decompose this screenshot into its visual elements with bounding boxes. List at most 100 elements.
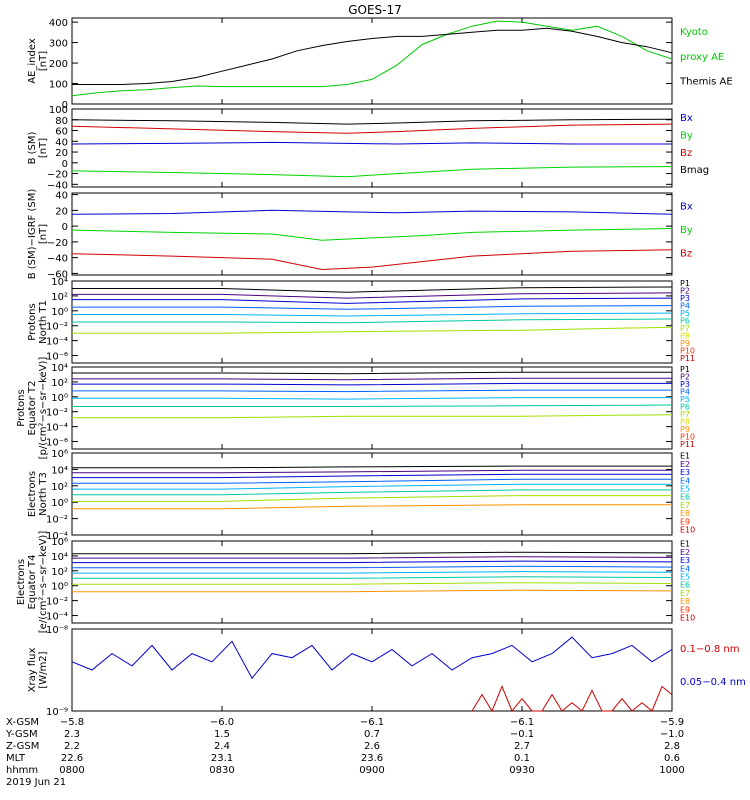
x-row-value: 2.8 xyxy=(664,741,680,752)
x-row-label: MLT xyxy=(6,753,26,764)
legend-entry: Bz xyxy=(680,248,692,259)
series-line-P3 xyxy=(72,297,673,304)
y-tick-label: 10⁴ xyxy=(51,465,68,476)
legend-entry: E5 xyxy=(680,573,690,582)
series-line-Bz xyxy=(71,249,673,271)
legend-entry: P5 xyxy=(680,395,690,404)
x-row-value: −5.8 xyxy=(60,717,84,728)
x-row-value: 2.4 xyxy=(214,741,230,752)
y-tick-label: 10⁴ xyxy=(51,363,68,374)
legend-entry: Bmag xyxy=(680,165,709,176)
x-row-value: 2.3 xyxy=(64,729,80,740)
x-row-value: 0930 xyxy=(509,765,534,776)
y-axis-label: [p/(cm²−s−sr−keV)] xyxy=(38,357,49,460)
legend-entry: P3 xyxy=(680,294,690,303)
y-axis-label: Electrons xyxy=(27,471,38,517)
x-row-value: 0.1 xyxy=(514,753,530,764)
y-axis-label: [W/m2] xyxy=(38,651,49,688)
legend-entry: E3 xyxy=(680,468,690,477)
legend-entry: Kyoto xyxy=(680,27,708,38)
x-row-label: Z-GSM xyxy=(6,741,39,752)
x-row-value: −6.1 xyxy=(510,717,534,728)
series-line-E2 xyxy=(72,556,673,559)
series-line-Bx xyxy=(71,141,672,145)
legend-entry: P1 xyxy=(680,365,690,374)
x-row-label: Y-GSM xyxy=(5,729,38,740)
y-tick-label: 40 xyxy=(55,191,68,202)
series-line-P5 xyxy=(72,397,672,400)
y-tick-label: 200 xyxy=(49,59,68,70)
legend-entry: E1 xyxy=(680,452,690,461)
series-line-P6 xyxy=(72,404,673,407)
y-axis-label: AE_index xyxy=(27,38,38,84)
legend-entry: P10 xyxy=(680,432,695,441)
y-axis-label: North T1 xyxy=(38,300,49,344)
panel-frame xyxy=(71,628,673,712)
legend-entry: E5 xyxy=(680,485,690,494)
legend-entry: 0.05−0.4 nm xyxy=(680,677,746,688)
series-line-E6 xyxy=(72,489,672,496)
y-tick-label: −60 xyxy=(47,269,68,280)
y-tick-label: 0 xyxy=(62,159,68,170)
y-tick-label: 400 xyxy=(49,18,68,29)
panel-frame xyxy=(71,17,673,105)
y-axis-label: [e/(cm²−s−sr−keV)] xyxy=(38,531,49,634)
legend-entry: P2 xyxy=(680,373,690,382)
legend-entry: P4 xyxy=(680,388,690,397)
x-row-value: 0.6 xyxy=(664,753,680,764)
y-tick-label: 10² xyxy=(51,482,68,493)
y-tick-label: −20 xyxy=(47,170,68,181)
series-line-By xyxy=(71,228,673,241)
legend-entry: E9 xyxy=(680,605,690,614)
series-line-E5 xyxy=(72,483,672,490)
legend-entry: P8 xyxy=(680,417,690,426)
series-line-E1 xyxy=(72,551,673,555)
series-line-0-1-0-8-nm xyxy=(471,685,673,713)
y-tick-label: 10⁴ xyxy=(51,277,68,288)
x-row-label: X-GSM xyxy=(6,717,39,728)
series-line-P4 xyxy=(72,389,672,393)
legend-entry: P5 xyxy=(680,309,690,318)
series-line-E3 xyxy=(72,560,673,564)
y-axis-label: Equator T2 xyxy=(27,381,38,436)
legend-entry: proxy AE xyxy=(680,52,724,63)
y-axis-label: B (SM)−IGRF (SM) xyxy=(27,189,38,280)
series-line-E2 xyxy=(72,469,672,474)
series-line-Themis-AE xyxy=(72,27,673,85)
y-tick-label: 10² xyxy=(51,567,68,578)
legend-entry: P8 xyxy=(680,331,690,340)
x-row-value: 1.5 xyxy=(214,729,230,740)
x-row-value: 22.6 xyxy=(61,753,83,764)
legend-entry: By xyxy=(680,130,693,141)
x-row-value: 2.7 xyxy=(514,741,530,752)
x-row-value: 0.7 xyxy=(364,729,380,740)
y-tick-label: 10² xyxy=(51,378,68,389)
y-tick-label: 10⁶ xyxy=(51,537,68,548)
panel-3: −60 −40 −20 0 20 40 B (SM)−IGRF (SM) [nT] Bx By Bz xyxy=(27,189,693,281)
y-axis-label: B (SM) xyxy=(27,131,38,164)
y-axis-label: [nT] xyxy=(38,224,49,244)
series-line-E7 xyxy=(72,582,673,585)
series-line-E6 xyxy=(72,576,673,579)
legend-entry: E6 xyxy=(680,493,690,502)
legend-entry: E8 xyxy=(680,597,690,606)
y-tick-label: 60 xyxy=(55,127,68,138)
x-row-value: 23.1 xyxy=(211,753,233,764)
series-line-P5 xyxy=(72,312,673,317)
y-tick-label: 10⁻⁴ xyxy=(46,337,68,348)
y-tick-label: 10⁻² xyxy=(46,515,68,526)
legend-entry: P9 xyxy=(680,339,690,348)
series-line-E4 xyxy=(72,565,673,569)
legend-entry: By xyxy=(680,225,693,236)
date-label: 2019 Jun 21 xyxy=(6,777,66,788)
legend-entry: E9 xyxy=(680,517,690,526)
legend-entry: E2 xyxy=(680,548,690,557)
series-line-E8 xyxy=(72,504,672,510)
legend-entry: P4 xyxy=(680,302,690,311)
legend-entry: P6 xyxy=(680,402,690,411)
y-tick-label: 10⁻⁶ xyxy=(46,438,68,449)
panel-frame xyxy=(71,192,673,276)
